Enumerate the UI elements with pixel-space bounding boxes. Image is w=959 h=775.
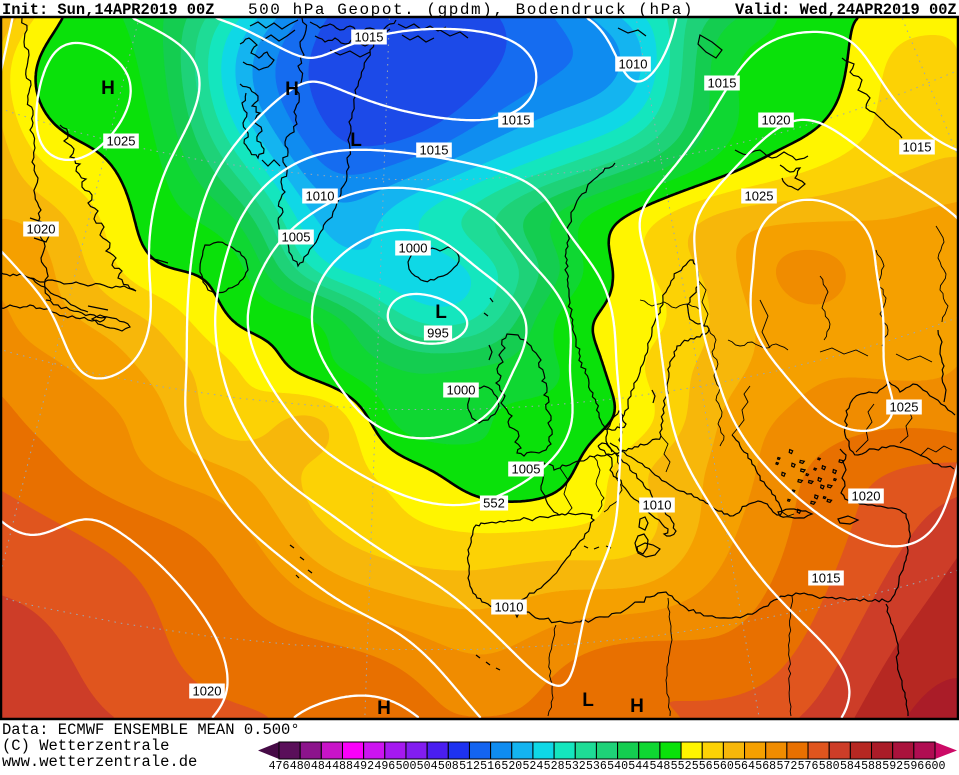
svg-text:532: 532 [565,760,586,770]
svg-text:500: 500 [396,760,417,770]
svg-text:(C) Wetterzentrale: (C) Wetterzentrale [2,737,169,755]
svg-text:1000: 1000 [399,241,428,256]
svg-text:1015: 1015 [502,113,531,128]
svg-text:L: L [582,690,594,711]
svg-text:556: 556 [692,760,713,770]
svg-text:Valid: Wed,24APR2019 00Z: Valid: Wed,24APR2019 00Z [735,1,957,19]
svg-text:1020: 1020 [852,489,881,504]
svg-text:1005: 1005 [512,462,541,477]
svg-text:1010: 1010 [643,498,672,513]
svg-text:560: 560 [713,760,734,770]
svg-text:1025: 1025 [745,189,774,204]
svg-text:524: 524 [522,760,543,770]
svg-text:1015: 1015 [355,30,384,45]
svg-text:1010: 1010 [495,600,524,615]
svg-text:492: 492 [353,760,374,770]
svg-text:1025: 1025 [890,400,919,415]
svg-text:592: 592 [882,760,903,770]
svg-text:520: 520 [501,760,522,770]
svg-text:L: L [435,302,447,323]
svg-text:H: H [377,698,391,719]
svg-text:572: 572 [776,760,797,770]
svg-text:H: H [101,78,115,99]
svg-text:564: 564 [734,760,755,770]
svg-text:L: L [350,130,362,151]
svg-text:496: 496 [374,760,395,770]
svg-text:516: 516 [480,760,501,770]
svg-text:1015: 1015 [903,140,932,155]
svg-text:480: 480 [290,760,311,770]
svg-text:588: 588 [861,760,882,770]
svg-text:528: 528 [544,760,565,770]
svg-text:Data: ECMWF ENSEMBLE MEAN 0.50: Data: ECMWF ENSEMBLE MEAN 0.500° [2,721,300,739]
svg-text:1020: 1020 [762,113,791,128]
svg-text:995: 995 [427,326,449,341]
svg-text:512: 512 [459,760,480,770]
svg-text:596: 596 [903,760,924,770]
svg-text:1015: 1015 [812,571,841,586]
svg-text:www.wetterzentrale.de: www.wetterzentrale.de [2,753,197,770]
svg-text:584: 584 [840,760,861,770]
svg-text:1000: 1000 [447,383,476,398]
svg-text:1025: 1025 [107,134,136,149]
svg-text:1020: 1020 [27,222,56,237]
svg-text:600: 600 [925,760,946,770]
svg-text:540: 540 [607,760,628,770]
svg-text:500 hPa Geopot. (gpdm), Bodend: 500 hPa Geopot. (gpdm), Bodendruck (hPa) [248,1,694,19]
svg-text:Init: Sun,14APR2019 00Z: Init: Sun,14APR2019 00Z [2,1,214,19]
svg-text:1005: 1005 [282,230,311,245]
svg-text:544: 544 [628,760,649,770]
svg-text:1010: 1010 [619,57,648,72]
svg-text:552: 552 [671,760,692,770]
svg-text:484: 484 [311,760,332,770]
svg-text:548: 548 [649,760,670,770]
svg-text:576: 576 [798,760,819,770]
svg-text:488: 488 [332,760,353,770]
svg-text:536: 536 [586,760,607,770]
svg-text:508: 508 [438,760,459,770]
svg-text:1015: 1015 [708,76,737,91]
svg-text:H: H [630,696,644,717]
svg-text:568: 568 [755,760,776,770]
svg-text:1010: 1010 [306,189,335,204]
svg-text:552: 552 [483,496,505,511]
svg-text:476: 476 [269,760,290,770]
svg-text:504: 504 [417,760,438,770]
svg-text:1015: 1015 [420,143,449,158]
svg-text:580: 580 [819,760,840,770]
svg-text:1020: 1020 [193,684,222,699]
svg-text:H: H [285,79,299,100]
